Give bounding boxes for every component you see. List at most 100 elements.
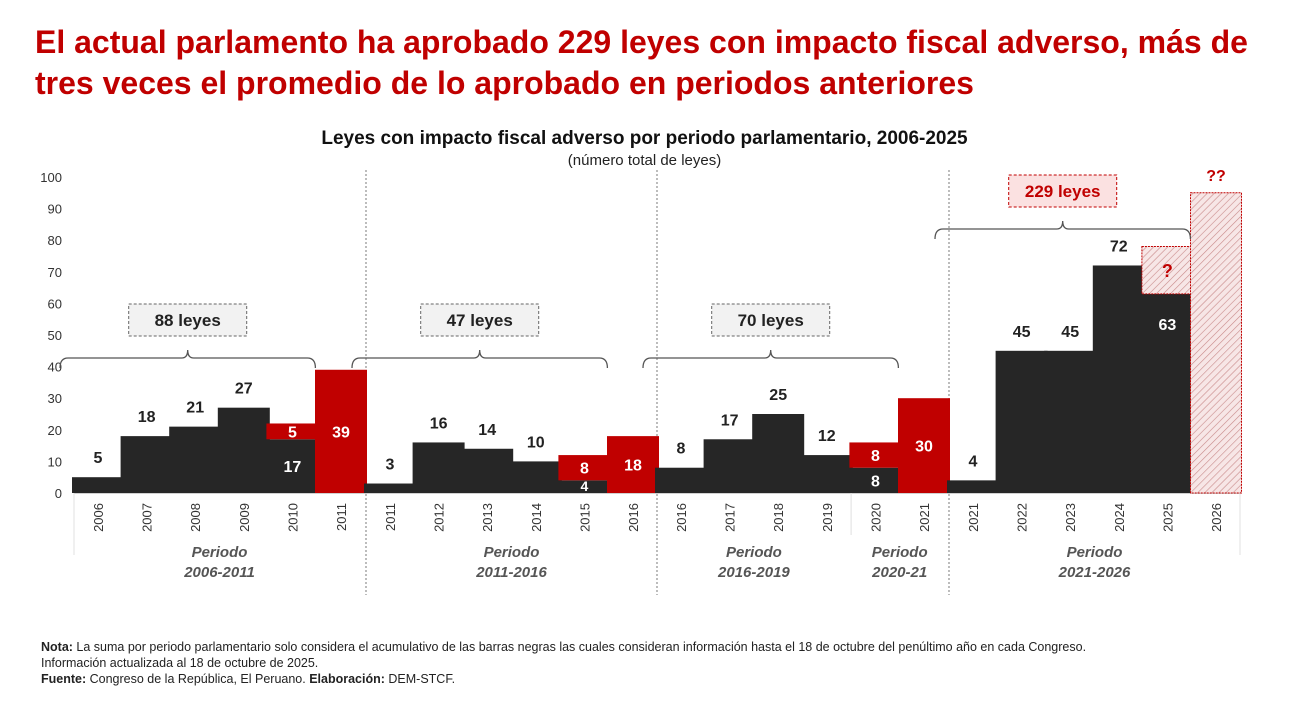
data-label-red: 18 bbox=[624, 458, 642, 475]
period-label-years: 2011-2016 bbox=[475, 564, 547, 581]
period-total-box bbox=[128, 303, 248, 337]
x-axis: 2006 2007 2008 2009 2010 2011 Periodo 2006-2011… bbox=[73, 493, 1241, 581]
period-total-label: 229 leyes bbox=[1025, 182, 1101, 201]
period-label-years: 2016-2019 bbox=[717, 564, 790, 581]
y-tick-label: 60 bbox=[48, 296, 62, 311]
bar-segment-black bbox=[364, 483, 416, 493]
period-label-years: 2021-2026 bbox=[1058, 564, 1131, 581]
fuente-label: Fuente: bbox=[41, 672, 87, 686]
y-tick-label: 50 bbox=[48, 328, 62, 343]
y-tick-label: 40 bbox=[48, 360, 62, 375]
y-tick-label: 0 bbox=[55, 486, 62, 501]
note-line-3: Fuente: Congreso de la República, El Per… bbox=[41, 671, 1241, 687]
data-label: 8 bbox=[677, 441, 686, 458]
period-total-box bbox=[1008, 174, 1118, 208]
period-bracket bbox=[59, 349, 317, 369]
elaboracion-label: Elaboración: bbox=[309, 672, 385, 686]
period-label-years: 2006-2011 bbox=[183, 564, 255, 581]
data-label: 12 bbox=[818, 428, 836, 445]
bar-segment-red bbox=[898, 398, 950, 493]
data-label: 18 bbox=[138, 409, 156, 426]
x-tick-label: 2014 bbox=[529, 503, 544, 532]
period-total-box bbox=[420, 303, 540, 337]
x-tick-label: 2018 bbox=[771, 503, 786, 532]
period-bracket bbox=[642, 349, 900, 369]
elaboracion-text: DEM-STCF. bbox=[384, 672, 456, 686]
chart-subtitle: (número total de leyes) bbox=[567, 152, 722, 169]
x-tick-label: 2025 bbox=[1160, 503, 1175, 532]
bar-segment-black bbox=[509, 461, 562, 493]
sub-period-label: Periodo bbox=[872, 544, 928, 561]
data-label-black: 4 bbox=[581, 478, 589, 494]
bar-segment-red bbox=[849, 442, 902, 468]
x-tick-label: 2015 bbox=[577, 503, 592, 532]
data-label: 16 bbox=[430, 415, 448, 432]
annotations: 88 leyes 47 leyes 70 leyes 229 leyes bbox=[59, 174, 1192, 369]
headline: El actual parlamento ha aprobado 229 ley… bbox=[35, 24, 1248, 101]
bar-segment-black bbox=[461, 448, 514, 493]
data-label: 72 bbox=[1110, 238, 1128, 255]
data-label: 21 bbox=[186, 400, 204, 417]
x-tick-label: 2006 bbox=[91, 503, 106, 532]
data-label-top: ?? bbox=[1206, 168, 1226, 185]
period-separators bbox=[365, 170, 950, 595]
data-label-black: 17 bbox=[284, 459, 302, 476]
bar-segment-black bbox=[1092, 265, 1145, 493]
data-label-red: 8 bbox=[580, 461, 589, 478]
x-tick-label: 2011 bbox=[383, 503, 398, 531]
period-bracket bbox=[934, 220, 1192, 240]
y-axis: 0 10 20 30 40 50 60 70 80 90 100 bbox=[40, 170, 62, 501]
bar-segment-black bbox=[800, 455, 853, 493]
bar-segment-black bbox=[72, 477, 124, 493]
x-tick-label: 2013 bbox=[480, 503, 495, 532]
bar-segment-hatched bbox=[1141, 246, 1194, 295]
x-tick-label: 2017 bbox=[723, 503, 738, 532]
x-tick-label: 2012 bbox=[432, 503, 447, 532]
data-label: 5 bbox=[94, 450, 103, 467]
note-line-1: Nota: La suma por periodo parlamentario … bbox=[41, 639, 1241, 655]
data-label-red: 30 bbox=[915, 439, 933, 456]
x-tick-label: 2019 bbox=[820, 503, 835, 532]
period-label: Periodo bbox=[484, 544, 540, 561]
x-tick-label: 2022 bbox=[1015, 503, 1030, 532]
bar-segment-black bbox=[947, 480, 999, 493]
bar-segment-black bbox=[752, 414, 805, 493]
bar-segment-black bbox=[266, 439, 319, 493]
period-label: Periodo bbox=[192, 544, 248, 561]
x-tick-label: 2009 bbox=[237, 503, 252, 532]
bar-segment-red bbox=[607, 436, 659, 493]
bar-segment-hatched bbox=[1190, 192, 1242, 494]
data-label: 10 bbox=[527, 434, 545, 451]
x-tick-label: 2010 bbox=[285, 503, 300, 532]
data-label: 45 bbox=[1013, 324, 1031, 341]
bar-segment-black bbox=[1044, 350, 1097, 493]
y-tick-label: 70 bbox=[48, 265, 62, 280]
bar-segment-red bbox=[558, 455, 611, 481]
x-tick-label: 2007 bbox=[140, 503, 155, 532]
data-label-red: 39 bbox=[332, 424, 350, 441]
y-tick-label: 30 bbox=[48, 391, 62, 406]
y-tick-label: 90 bbox=[48, 202, 62, 217]
bar-segment-black bbox=[217, 407, 270, 493]
bar-segment-black bbox=[412, 442, 465, 493]
x-tick-label: 2021 bbox=[966, 503, 981, 532]
x-tick-label: 2016 bbox=[626, 503, 641, 532]
chart-title: Leyes con impacto fiscal adverso por per… bbox=[321, 128, 968, 149]
x-tick-label: 2011 bbox=[334, 503, 349, 531]
nota-text: La suma por periodo parlamentario solo c… bbox=[72, 640, 1087, 654]
fuente-text: Congreso de la República, El Peruano. bbox=[86, 672, 310, 686]
period-label: Periodo bbox=[1067, 544, 1123, 561]
x-tick-label: 2024 bbox=[1112, 503, 1127, 532]
x-tick-label: 2008 bbox=[188, 503, 203, 532]
x-tick-label: 2026 bbox=[1209, 503, 1224, 532]
bar-segment-black bbox=[1141, 293, 1194, 493]
data-label-black: 63 bbox=[1159, 317, 1177, 334]
data-label: 14 bbox=[478, 422, 496, 439]
data-label-black: 8 bbox=[871, 473, 880, 490]
x-tick-label: 2023 bbox=[1063, 503, 1078, 532]
period-label: Periodo bbox=[726, 544, 782, 561]
data-label: 3 bbox=[386, 457, 395, 474]
data-label: 4 bbox=[969, 453, 978, 470]
y-tick-label: 10 bbox=[48, 454, 62, 469]
